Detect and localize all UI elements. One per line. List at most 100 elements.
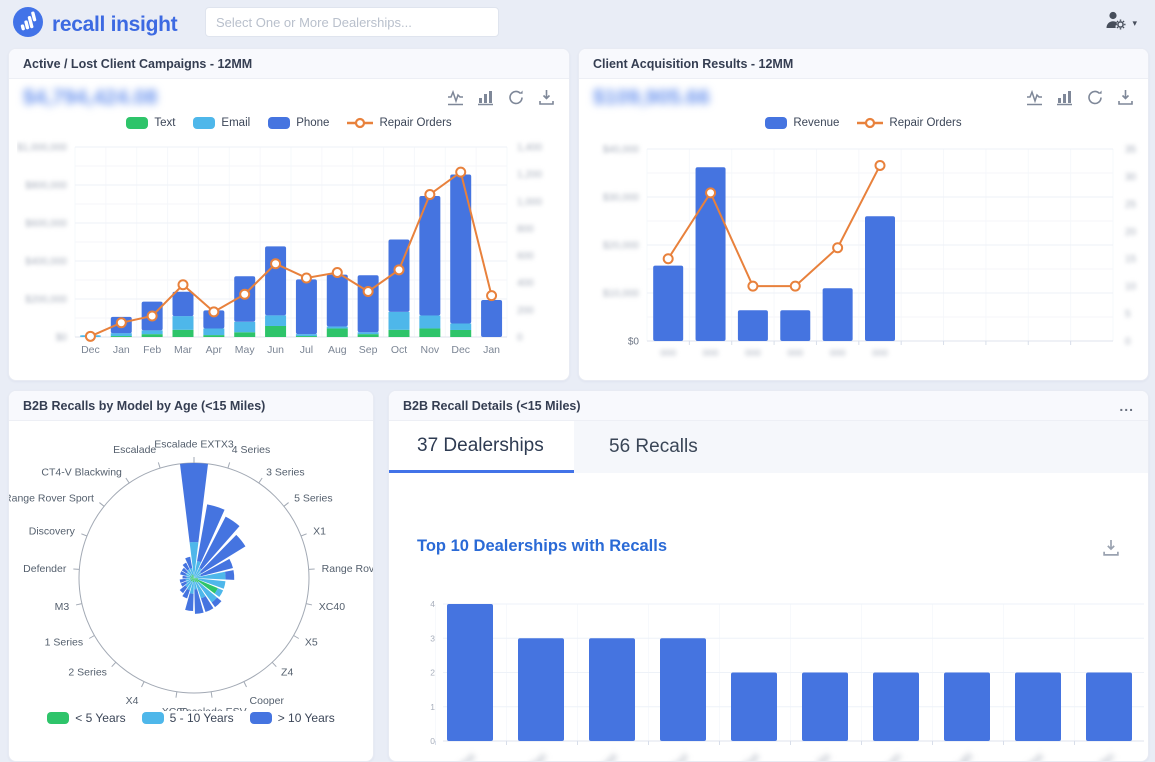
line-chart-icon[interactable] bbox=[1026, 89, 1043, 106]
svg-text:Dealership Six: Dealership Six bbox=[780, 751, 833, 762]
campaigns-chart: $0$200,000$400,000$600,000$800,000$1,000… bbox=[17, 133, 561, 373]
svg-text:Jul: Jul bbox=[300, 344, 313, 356]
details-tab-bar: 37 Dealerships 56 Recalls bbox=[389, 421, 1148, 473]
svg-text:Discovery: Discovery bbox=[29, 526, 76, 538]
svg-text:000: 000 bbox=[872, 348, 888, 359]
svg-text:Dec: Dec bbox=[451, 344, 470, 356]
acquisition-panel-header: Client Acquisition Results - 12MM bbox=[579, 49, 1148, 79]
svg-text:Apr: Apr bbox=[206, 344, 223, 356]
legend-item-phone[interactable]: Phone bbox=[268, 117, 329, 129]
svg-text:$20,000: $20,000 bbox=[603, 241, 640, 252]
svg-text:10: 10 bbox=[1125, 282, 1137, 293]
repair-orders-line-marker bbox=[347, 117, 373, 129]
svg-text:$400,000: $400,000 bbox=[25, 257, 67, 268]
acquisition-legend: Revenue Repair Orders bbox=[579, 117, 1148, 129]
svg-text:20: 20 bbox=[1125, 227, 1137, 238]
svg-text:Feb: Feb bbox=[143, 344, 161, 356]
top-navigation-bar: recall insight ▾ bbox=[0, 0, 1155, 46]
svg-text:3: 3 bbox=[430, 633, 435, 643]
campaigns-panel-header: Active / Lost Client Campaigns - 12MM bbox=[9, 49, 569, 79]
svg-text:1,000: 1,000 bbox=[517, 197, 542, 208]
svg-text:X5: X5 bbox=[305, 637, 318, 649]
revenue-swatch bbox=[765, 117, 787, 129]
age-legend: < 5 Years 5 - 10 Years > 10 Years bbox=[9, 711, 373, 725]
text-swatch bbox=[126, 117, 148, 129]
svg-text:1 Series: 1 Series bbox=[45, 637, 84, 649]
svg-text:Dealership Three: Dealership Three bbox=[558, 751, 620, 762]
svg-text:600: 600 bbox=[517, 251, 534, 262]
legend-item-under-5[interactable]: < 5 Years bbox=[47, 711, 125, 725]
refresh-icon[interactable] bbox=[1086, 89, 1104, 106]
email-swatch bbox=[193, 117, 215, 129]
svg-text:0: 0 bbox=[1125, 337, 1131, 348]
svg-text:400: 400 bbox=[517, 278, 534, 289]
svg-text:2 Series: 2 Series bbox=[68, 666, 107, 678]
download-icon[interactable] bbox=[1117, 89, 1134, 106]
legend-item-over-10[interactable]: > 10 Years bbox=[250, 711, 335, 725]
svg-text:3 Series: 3 Series bbox=[266, 467, 305, 479]
svg-text:Dealership One: Dealership One bbox=[421, 751, 478, 762]
svg-text:25: 25 bbox=[1125, 199, 1137, 210]
svg-text:4: 4 bbox=[430, 599, 435, 609]
svg-text:$40,000: $40,000 bbox=[603, 145, 640, 156]
svg-text:1,200: 1,200 bbox=[517, 170, 542, 181]
svg-text:000: 000 bbox=[745, 348, 761, 359]
svg-text:Dec: Dec bbox=[81, 344, 100, 356]
svg-text:0: 0 bbox=[517, 333, 523, 344]
legend-item-repair-orders[interactable]: Repair Orders bbox=[347, 117, 451, 129]
brand: recall insight bbox=[12, 6, 177, 43]
svg-text:4 Series: 4 Series bbox=[232, 444, 271, 456]
svg-text:Jan: Jan bbox=[483, 344, 500, 356]
user-menu-button[interactable]: ▾ bbox=[1105, 10, 1137, 36]
acquisition-headline-value: $109,905.66 bbox=[593, 86, 710, 110]
svg-text:800: 800 bbox=[517, 224, 534, 235]
phone-swatch bbox=[268, 117, 290, 129]
svg-text:Dealership Five: Dealership Five bbox=[705, 751, 762, 762]
svg-text:$0: $0 bbox=[56, 333, 68, 344]
rose-panel-header: B2B Recalls by Model by Age (<15 Miles) bbox=[9, 391, 373, 421]
ellipsis-menu-icon[interactable]: ... bbox=[1119, 401, 1134, 411]
svg-text:$600,000: $600,000 bbox=[25, 219, 67, 230]
svg-text:Cooper: Cooper bbox=[250, 695, 285, 707]
legend-item-email[interactable]: Email bbox=[193, 117, 250, 129]
svg-text:000: 000 bbox=[660, 348, 676, 359]
campaigns-chart-toolbar bbox=[447, 89, 555, 106]
campaigns-legend: Text Email Phone Repair Orders bbox=[9, 117, 569, 129]
svg-text:Dealership Two: Dealership Two bbox=[493, 751, 550, 762]
details-panel-header: B2B Recall Details (<15 Miles) ... bbox=[389, 391, 1148, 421]
recall-details-panel: B2B Recall Details (<15 Miles) ... 37 De… bbox=[388, 390, 1149, 762]
download-icon[interactable] bbox=[538, 89, 555, 106]
svg-text:5 Series: 5 Series bbox=[294, 493, 333, 505]
legend-item-revenue[interactable]: Revenue bbox=[765, 117, 839, 129]
svg-text:$0: $0 bbox=[628, 337, 640, 348]
tab-dealerships[interactable]: 37 Dealerships bbox=[389, 421, 574, 473]
top-10-dealerships-title: Top 10 Dealerships with Recalls bbox=[417, 537, 667, 556]
acquisition-panel: Client Acquisition Results - 12MM $109,9… bbox=[578, 48, 1149, 381]
repair-orders-line-marker bbox=[857, 117, 883, 129]
brand-logo-icon bbox=[12, 6, 44, 43]
panel-title: B2B Recalls by Model by Age (<15 Miles) bbox=[23, 399, 265, 413]
svg-text:$30,000: $30,000 bbox=[603, 193, 640, 204]
legend-item-text[interactable]: Text bbox=[126, 117, 175, 129]
svg-text:Jan: Jan bbox=[113, 344, 130, 356]
bar-chart-icon[interactable] bbox=[477, 89, 494, 106]
svg-text:Dealership Four: Dealership Four bbox=[633, 751, 692, 762]
bar-chart-icon[interactable] bbox=[1056, 89, 1073, 106]
line-chart-icon[interactable] bbox=[447, 89, 464, 106]
tab-recalls[interactable]: 56 Recalls bbox=[599, 421, 708, 473]
legend-item-5-10[interactable]: 5 - 10 Years bbox=[142, 711, 234, 725]
panel-title: Active / Lost Client Campaigns - 12MM bbox=[23, 57, 252, 71]
svg-text:1: 1 bbox=[430, 702, 435, 712]
legend-item-repair-orders[interactable]: Repair Orders bbox=[857, 117, 961, 129]
svg-text:Dealership Nine: Dealership Nine bbox=[988, 751, 1046, 762]
svg-text:1,400: 1,400 bbox=[517, 143, 542, 154]
svg-text:Defender: Defender bbox=[23, 563, 67, 575]
svg-text:000: 000 bbox=[703, 348, 719, 359]
refresh-icon[interactable] bbox=[507, 89, 525, 106]
dealership-search-input[interactable] bbox=[205, 7, 499, 37]
svg-text:X1: X1 bbox=[313, 526, 326, 538]
svg-text:15: 15 bbox=[1125, 254, 1137, 265]
download-icon[interactable] bbox=[1102, 539, 1120, 562]
svg-text:CT4-V Blackwing: CT4-V Blackwing bbox=[41, 467, 122, 479]
